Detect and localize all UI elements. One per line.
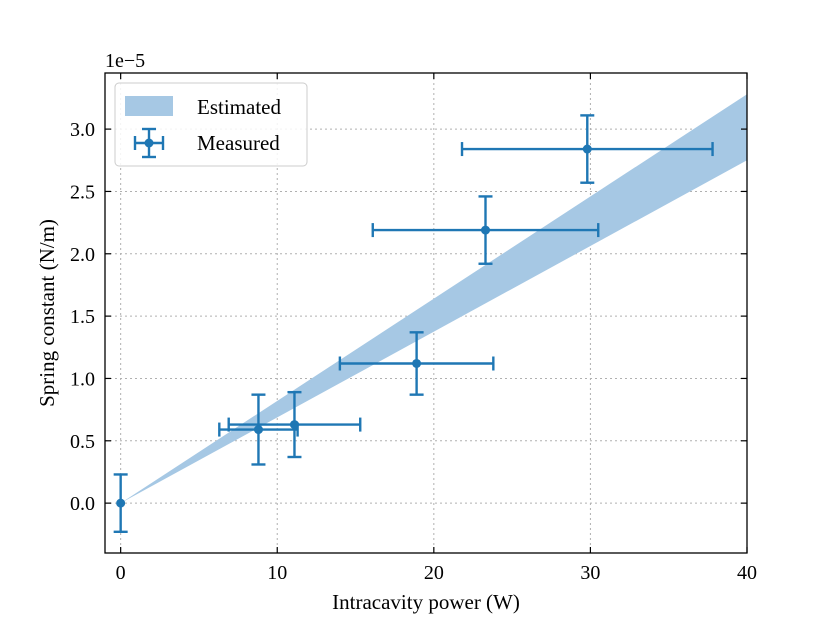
legend-point [144,138,154,148]
y-tick-label: 1.0 [70,368,95,390]
estimated-band-group [120,94,747,504]
legend-measured-label: Measured [197,131,280,155]
x-axis-label: Intracavity power (W) [332,590,520,614]
y-tick-label: 2.0 [70,244,95,266]
y-scale-label: 1e−5 [105,50,145,72]
y-tick-label: 3.0 [70,119,95,141]
y-tick-label: 0.0 [70,493,95,515]
x-tick-label: 40 [737,562,757,584]
x-tick-label: 10 [267,562,287,584]
measured-points-group [113,114,714,534]
measured-point-group [371,195,600,265]
x-tick-label: 20 [424,562,444,584]
data-point [582,144,592,154]
measured-point-group [218,393,299,466]
legend-measured-marker [133,127,165,159]
measured-point-group [227,390,362,459]
legend-estimated-swatch [125,96,173,116]
legend-estimated-label: Estimated [197,95,281,119]
measured-point-group [113,473,128,534]
measured-point-group [338,331,495,396]
plot-frame [104,72,748,554]
data-point [253,425,263,435]
data-point [289,420,299,430]
data-point [116,498,126,508]
measured-point-group [460,114,714,184]
y-tick-label: 2.5 [70,181,95,203]
y-tick-label: 1.5 [70,306,95,328]
data-point [412,358,422,368]
x-tick-label: 0 [116,562,126,584]
y-tick-label: 0.5 [70,431,95,453]
estimated-band [120,94,747,504]
y-axis-label: Spring constant (N/m) [35,219,59,407]
data-point [481,225,491,235]
legend: Estimated Measured [114,82,308,167]
x-tick-label: 30 [580,562,600,584]
axis-ticks: 0 10 20 30 40 0.0 0.5 1.0 1.5 2.0 2.5 3.0 [70,73,757,584]
